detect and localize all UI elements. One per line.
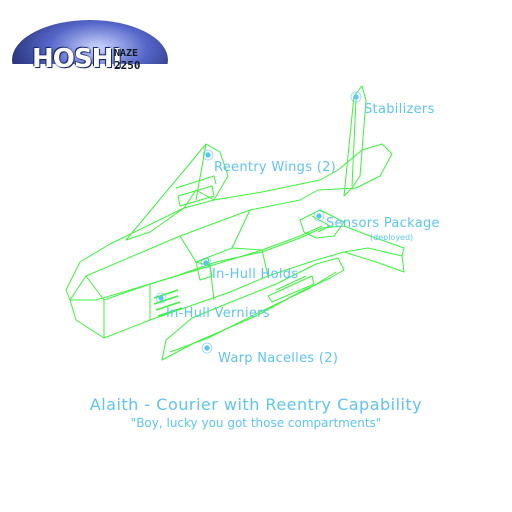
- diagram-title: Alaith - Courier with Reentry Capability: [89, 395, 423, 414]
- reentry-wing-upper: [125, 143, 229, 241]
- diagram-quote: "Boy, lucky you got those compartments": [130, 416, 382, 430]
- label-sensors-note: (deployed): [370, 233, 414, 242]
- sensors-marker: [316, 213, 322, 219]
- sensors-package: [299, 209, 345, 239]
- label-in-hull-verniers: In-Hull Verniers: [166, 306, 270, 321]
- holds-marker: [203, 260, 209, 266]
- label-reentry-wings: Reentry Wings (2): [214, 160, 337, 175]
- label-warp-nacelles: Warp Nacelles (2): [218, 351, 339, 366]
- in-hull-holds: [195, 257, 213, 281]
- logo-bottom-text: 2250: [114, 59, 141, 72]
- logo-top-text: NAZE: [114, 48, 139, 59]
- warp-nacelle: [161, 257, 345, 361]
- hull-lower: [69, 225, 405, 339]
- label-sensors-package: Sensors Package: [326, 216, 440, 231]
- verniers-marker: [158, 295, 164, 301]
- label-stabilizers: Stabilizers: [364, 102, 435, 117]
- nacelles-marker: [204, 345, 210, 351]
- reentry-wings-marker: [205, 152, 211, 158]
- stabilizer-fin: [343, 85, 367, 197]
- label-in-hull-holds: In-Hull Holds: [212, 267, 299, 282]
- logo-word: HOSHI: [32, 44, 122, 74]
- stabilizers-marker: [353, 94, 359, 100]
